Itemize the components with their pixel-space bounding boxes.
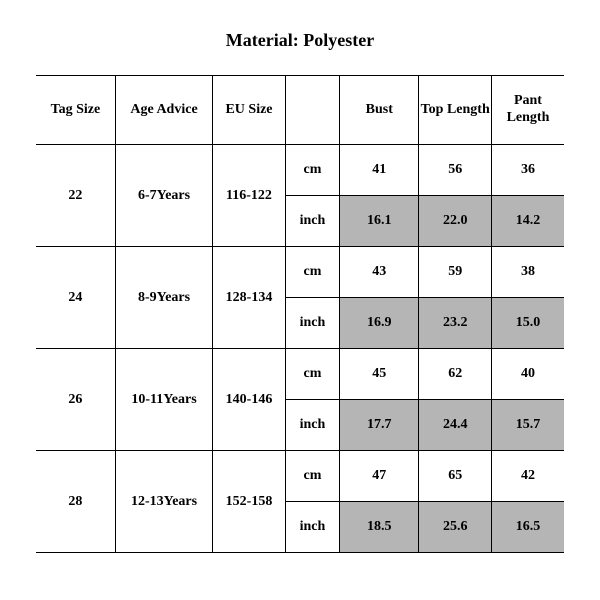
cell-unit-cm: cm bbox=[285, 145, 339, 196]
col-tag-size: Tag Size bbox=[36, 76, 115, 145]
cell-age-advice: 6-7Years bbox=[115, 145, 212, 247]
cell-eu-size: 128-134 bbox=[213, 247, 286, 349]
cell-bust-inch: 17.7 bbox=[340, 400, 419, 451]
cell-top-cm: 59 bbox=[419, 247, 492, 298]
table-body: 22 6-7Years 116-122 cm 41 56 36 inch 16.… bbox=[36, 145, 564, 553]
size-chart-page: Material: Polyester Tag Size Age Advice … bbox=[0, 0, 600, 600]
cell-unit-inch: inch bbox=[285, 502, 339, 553]
cell-unit-inch: inch bbox=[285, 196, 339, 247]
cell-pant-inch: 15.7 bbox=[491, 400, 564, 451]
cell-top-inch: 22.0 bbox=[419, 196, 492, 247]
cell-unit-inch: inch bbox=[285, 400, 339, 451]
cell-eu-size: 140-146 bbox=[213, 349, 286, 451]
page-title: Material: Polyester bbox=[36, 30, 564, 51]
table-row: 26 10-11Years 140-146 cm 45 62 40 bbox=[36, 349, 564, 400]
cell-tag-size: 26 bbox=[36, 349, 115, 451]
cell-bust-inch: 18.5 bbox=[340, 502, 419, 553]
cell-unit-cm: cm bbox=[285, 349, 339, 400]
cell-unit-inch: inch bbox=[285, 298, 339, 349]
cell-pant-inch: 15.0 bbox=[491, 298, 564, 349]
cell-top-inch: 23.2 bbox=[419, 298, 492, 349]
cell-pant-inch: 16.5 bbox=[491, 502, 564, 553]
cell-top-inch: 25.6 bbox=[419, 502, 492, 553]
cell-tag-size: 28 bbox=[36, 451, 115, 553]
table-header-row: Tag Size Age Advice EU Size Bust Top Len… bbox=[36, 76, 564, 145]
cell-top-cm: 56 bbox=[419, 145, 492, 196]
cell-unit-cm: cm bbox=[285, 247, 339, 298]
cell-age-advice: 8-9Years bbox=[115, 247, 212, 349]
cell-eu-size: 116-122 bbox=[213, 145, 286, 247]
cell-pant-cm: 42 bbox=[491, 451, 564, 502]
cell-top-inch: 24.4 bbox=[419, 400, 492, 451]
table-row: 22 6-7Years 116-122 cm 41 56 36 bbox=[36, 145, 564, 196]
table-row: 28 12-13Years 152-158 cm 47 65 42 bbox=[36, 451, 564, 502]
col-age-advice: Age Advice bbox=[115, 76, 212, 145]
cell-bust-cm: 45 bbox=[340, 349, 419, 400]
cell-tag-size: 24 bbox=[36, 247, 115, 349]
cell-pant-cm: 38 bbox=[491, 247, 564, 298]
col-bust: Bust bbox=[340, 76, 419, 145]
cell-bust-cm: 47 bbox=[340, 451, 419, 502]
size-table: Tag Size Age Advice EU Size Bust Top Len… bbox=[36, 75, 564, 553]
cell-bust-cm: 43 bbox=[340, 247, 419, 298]
cell-pant-cm: 36 bbox=[491, 145, 564, 196]
col-unit bbox=[285, 76, 339, 145]
col-eu-size: EU Size bbox=[213, 76, 286, 145]
cell-bust-inch: 16.9 bbox=[340, 298, 419, 349]
cell-unit-cm: cm bbox=[285, 451, 339, 502]
table-row: 24 8-9Years 128-134 cm 43 59 38 bbox=[36, 247, 564, 298]
cell-top-cm: 65 bbox=[419, 451, 492, 502]
cell-pant-cm: 40 bbox=[491, 349, 564, 400]
cell-pant-inch: 14.2 bbox=[491, 196, 564, 247]
cell-bust-inch: 16.1 bbox=[340, 196, 419, 247]
col-pant-length: Pant Length bbox=[491, 76, 564, 145]
cell-bust-cm: 41 bbox=[340, 145, 419, 196]
cell-top-cm: 62 bbox=[419, 349, 492, 400]
col-top-length: Top Length bbox=[419, 76, 492, 145]
cell-tag-size: 22 bbox=[36, 145, 115, 247]
cell-age-advice: 12-13Years bbox=[115, 451, 212, 553]
cell-age-advice: 10-11Years bbox=[115, 349, 212, 451]
cell-eu-size: 152-158 bbox=[213, 451, 286, 553]
